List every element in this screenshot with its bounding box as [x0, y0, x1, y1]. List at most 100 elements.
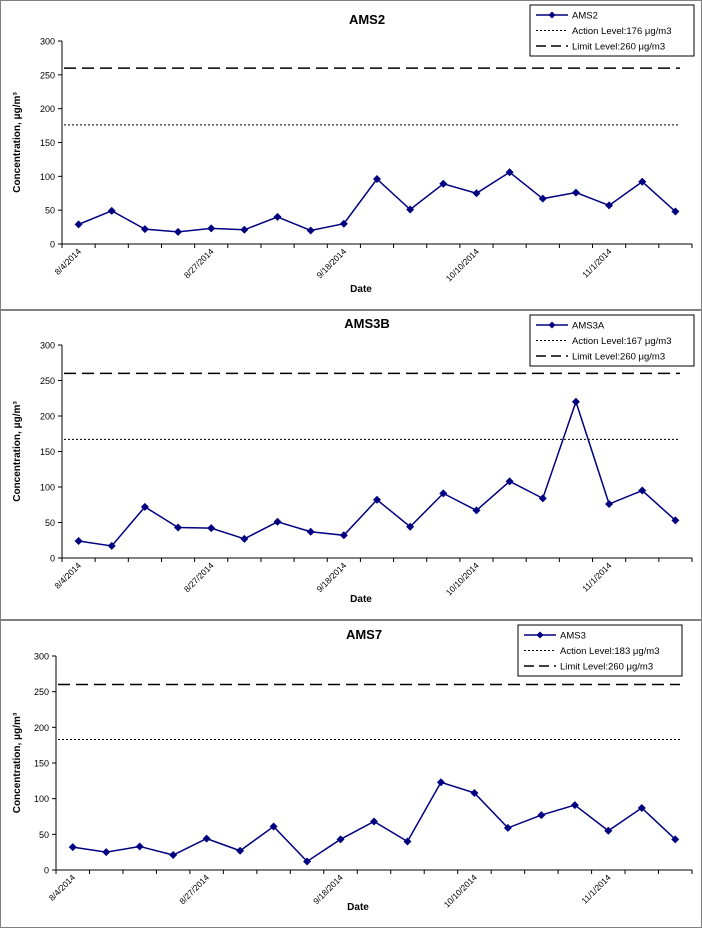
y-tick-label: 0 — [44, 866, 49, 876]
legend-label: Action Level:176 μg/m3 — [572, 26, 671, 37]
data-point — [538, 494, 547, 503]
data-point — [671, 835, 680, 844]
data-point — [370, 817, 378, 826]
legend-marker — [548, 321, 556, 329]
y-axis-label: Concentration, μg/m³ — [12, 401, 23, 502]
legend: AMS2 Action Level:176 μg/m3 Limit Level:26… — [529, 4, 695, 57]
data-point — [472, 189, 481, 198]
data-point — [336, 835, 345, 844]
data-point — [604, 826, 613, 835]
chart-panel-ams7: AMS7 0 50 100 150 200 250 300 8/4/2014 8/27/2014 9… — [0, 620, 702, 928]
legend: AMS3A Action Level:167 μg/m3 Limit Level:2… — [529, 314, 695, 367]
chart-title: AMS2 — [349, 12, 385, 27]
legend-label: Limit Level:260 μg/m3 — [560, 662, 653, 673]
data-point — [140, 502, 149, 511]
data-point — [107, 206, 116, 215]
data-point — [140, 225, 149, 234]
data-point — [638, 486, 647, 495]
chart-title: AMS3B — [344, 316, 390, 331]
data-point — [202, 834, 211, 843]
data-point — [638, 177, 647, 186]
data-point — [671, 207, 680, 216]
legend-marker — [536, 631, 544, 639]
data-point — [169, 851, 178, 860]
y-tick-label: 50 — [45, 518, 55, 528]
data-point — [537, 811, 546, 820]
y-tick-label: 200 — [40, 412, 55, 422]
data-point — [339, 219, 348, 228]
legend-label: Action Level:167 μg/m3 — [572, 336, 671, 347]
y-tick-label: 300 — [40, 37, 55, 47]
y-tick-label: 300 — [34, 652, 49, 662]
data-point — [207, 524, 216, 533]
data-point — [571, 397, 580, 406]
y-axis-label: Concentration, μg/m³ — [12, 712, 23, 813]
data-point — [605, 201, 614, 210]
data-point — [135, 842, 144, 851]
legend-label: Action Level:183 μg/m3 — [560, 646, 659, 657]
data-point — [538, 194, 547, 203]
y-tick-label: 100 — [40, 172, 55, 182]
data-point — [174, 227, 183, 236]
y-tick-label: 150 — [40, 447, 55, 457]
data-point — [74, 220, 83, 229]
y-tick-label: 300 — [40, 341, 55, 351]
data-point — [439, 489, 448, 498]
y-tick-label: 250 — [34, 687, 49, 697]
data-point — [273, 212, 282, 221]
data-point — [74, 536, 83, 545]
data-point — [403, 837, 412, 846]
y-tick-label: 0 — [50, 240, 55, 250]
data-point — [339, 531, 348, 540]
data-point — [303, 857, 312, 866]
y-tick-label: 100 — [34, 794, 49, 804]
data-point — [505, 477, 514, 486]
chart-title: AMS7 — [346, 627, 382, 642]
data-point — [102, 848, 111, 857]
data-point — [470, 788, 479, 797]
data-point — [174, 523, 183, 532]
y-tick-label: 250 — [40, 70, 55, 80]
data-point — [373, 495, 381, 504]
data-point — [273, 517, 282, 526]
data-point — [472, 506, 481, 515]
y-tick-label: 200 — [40, 104, 55, 114]
data-point — [505, 168, 514, 177]
data-point — [571, 188, 580, 197]
y-tick-label: 150 — [40, 138, 55, 148]
data-point — [637, 803, 646, 812]
legend-label: AMS2 — [572, 11, 598, 22]
data-point — [436, 778, 445, 787]
data-point — [107, 541, 116, 550]
y-tick-label: 100 — [40, 483, 55, 493]
data-point — [605, 500, 614, 509]
data-point — [240, 534, 249, 543]
y-tick-label: 0 — [50, 554, 55, 564]
data-point — [373, 175, 381, 184]
data-point — [306, 226, 315, 235]
legend-label: AMS3 — [560, 631, 586, 642]
data-point — [240, 225, 249, 234]
data-point — [236, 846, 245, 855]
data-point — [503, 823, 512, 832]
legend-marker — [548, 11, 556, 19]
chart-panel-ams2: AMS2 0 50 100 150 200 250 300 8/4/2014 8/27/2014 9… — [0, 0, 702, 310]
data-point — [68, 843, 77, 852]
data-point — [269, 822, 278, 831]
data-point — [570, 801, 579, 810]
data-point — [207, 224, 216, 233]
y-tick-label: 150 — [34, 759, 49, 769]
data-point — [406, 522, 415, 531]
y-axis-label: Concentration, μg/m³ — [12, 92, 23, 193]
data-point — [439, 179, 448, 188]
legend-label: Limit Level:260 μg/m3 — [572, 42, 665, 53]
legend: AMS3 Action Level:183 μg/m3 Limit Level:26… — [517, 624, 683, 677]
data-point — [406, 205, 415, 214]
legend-label: Limit Level:260 μg/m3 — [572, 352, 665, 363]
y-tick-label: 200 — [34, 723, 49, 733]
y-tick-label: 250 — [40, 376, 55, 386]
